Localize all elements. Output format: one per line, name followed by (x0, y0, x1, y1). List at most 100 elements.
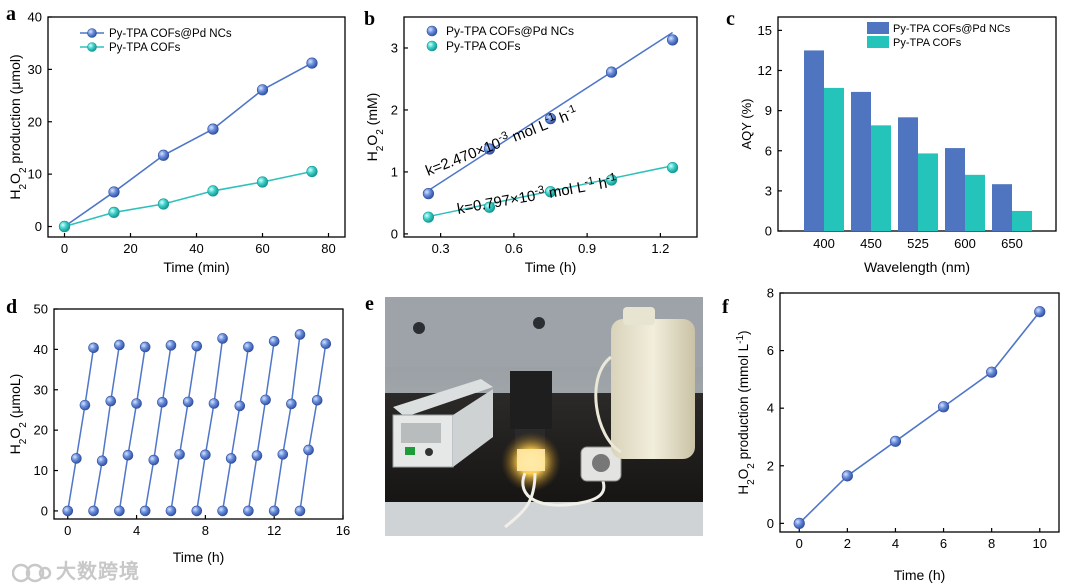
x-tick-label: 0 (796, 536, 803, 551)
data-point (544, 113, 557, 125)
data-point (306, 165, 318, 178)
y-tick-label: 12 (758, 63, 772, 78)
y-axis-label-part: O (7, 173, 23, 184)
data-point (105, 395, 117, 407)
data-point (207, 185, 219, 197)
data-point (114, 505, 125, 517)
y-tick-label: 10 (28, 167, 42, 182)
y-axis-label: H2O2 (mM) (364, 93, 386, 162)
y-axis-label-part: H (736, 485, 751, 495)
x-tick-label: 80 (321, 241, 335, 256)
y-axis-label-part: (mM) (364, 93, 380, 130)
y-tick-label: 2 (767, 458, 774, 473)
plot-frame (53, 308, 344, 520)
data-point (208, 398, 220, 409)
cycle-line (273, 334, 301, 512)
data-point (96, 455, 108, 467)
y-axis-label: AQY (%) (739, 98, 754, 149)
y-tick-label: 20 (28, 114, 42, 129)
data-point (191, 505, 203, 517)
y-axis-label-part: ) (736, 330, 751, 335)
y-tick-label: 2 (391, 102, 398, 117)
watermark: 大数跨境 (11, 555, 140, 584)
y-tick-label: 3 (391, 40, 398, 55)
data-point (157, 396, 168, 408)
rate-annotation: k=2.470×10-3 mol L-1 h-1 (423, 103, 581, 180)
data-point (483, 143, 496, 155)
x-tick-label: 12 (267, 523, 281, 538)
data-point (157, 149, 170, 161)
x-tick-label: 0 (64, 523, 71, 538)
x-tick-label: 0.3 (432, 241, 450, 256)
data-point (88, 505, 99, 517)
rate-annotation-part: × (509, 190, 521, 208)
x-tick-label: 4 (892, 536, 899, 551)
data-point (62, 505, 74, 517)
data-point (294, 505, 306, 517)
y-tick-label: 0 (41, 503, 48, 518)
bar (918, 153, 938, 231)
data-point (217, 505, 228, 517)
cycle-line (67, 347, 95, 512)
y-tick-label: 6 (767, 343, 774, 358)
x-tick-label: 2 (844, 536, 851, 551)
fit-line (428, 31, 673, 192)
cycle-line (247, 341, 275, 512)
data-point (793, 517, 805, 529)
rate-annotation-part: -3 (533, 184, 545, 198)
rate-annotation-part: k=0.797 (456, 192, 512, 218)
data-point (243, 505, 254, 517)
y-tick-label: 0 (391, 226, 398, 241)
series-line (798, 311, 1041, 524)
rate-annotation-part: 10 (481, 135, 503, 157)
y-axis-label-part: O (7, 428, 23, 439)
data-point (483, 201, 496, 213)
y-axis-label-part: H (7, 190, 23, 200)
data-point (277, 449, 289, 460)
x-tick-label: 600 (954, 236, 976, 251)
x-tick-label: 60 (255, 241, 269, 256)
legend-marker (87, 28, 97, 38)
data-point (58, 220, 71, 233)
data-point (605, 66, 618, 78)
series-line (64, 170, 313, 228)
data-point (320, 338, 332, 350)
rate-annotation-part: -1 (543, 111, 556, 126)
rate-annotation-part: 10 (517, 187, 536, 207)
series-line (64, 62, 313, 228)
data-point (666, 34, 679, 46)
bar (871, 125, 891, 231)
cycle-line (92, 344, 121, 512)
cycle-line (144, 345, 172, 512)
y-tick-label: 9 (765, 103, 772, 118)
legend-label: Py-TPA COFs@Pd NCs (109, 28, 232, 40)
y-tick-label: 1 (391, 164, 398, 179)
cycle-line (196, 338, 224, 512)
rate-annotation-part: k=2.470 (423, 144, 479, 180)
legend-label: Py-TPA COFs (446, 39, 520, 53)
x-axis-label: Time (min) (163, 259, 229, 275)
y-axis-label-part: production (mmol L (736, 343, 751, 463)
bar (945, 148, 965, 231)
data-point (157, 198, 170, 210)
y-tick-label: 30 (34, 382, 48, 397)
data-point (260, 394, 271, 406)
legend-label: Py-TPA COFs (893, 37, 962, 49)
bar (965, 174, 985, 231)
x-tick-label: 8 (988, 536, 995, 551)
x-tick-label: 525 (907, 236, 929, 251)
legend-label: Py-TPA COFs (109, 42, 181, 54)
bar (824, 87, 844, 231)
bar (1012, 210, 1032, 231)
panel-letter-c: c (726, 8, 735, 30)
y-tick-label: 20 (34, 423, 48, 438)
y-axis-label: H2O2 (μmoL) (7, 374, 29, 455)
data-point (122, 449, 134, 461)
legend-marker (426, 25, 438, 37)
x-axis-label: Time (h) (894, 567, 946, 583)
cycle-line (221, 346, 250, 512)
data-point (666, 161, 679, 174)
experimental-setup-photo (385, 297, 703, 536)
x-tick-label: 8 (202, 523, 209, 538)
